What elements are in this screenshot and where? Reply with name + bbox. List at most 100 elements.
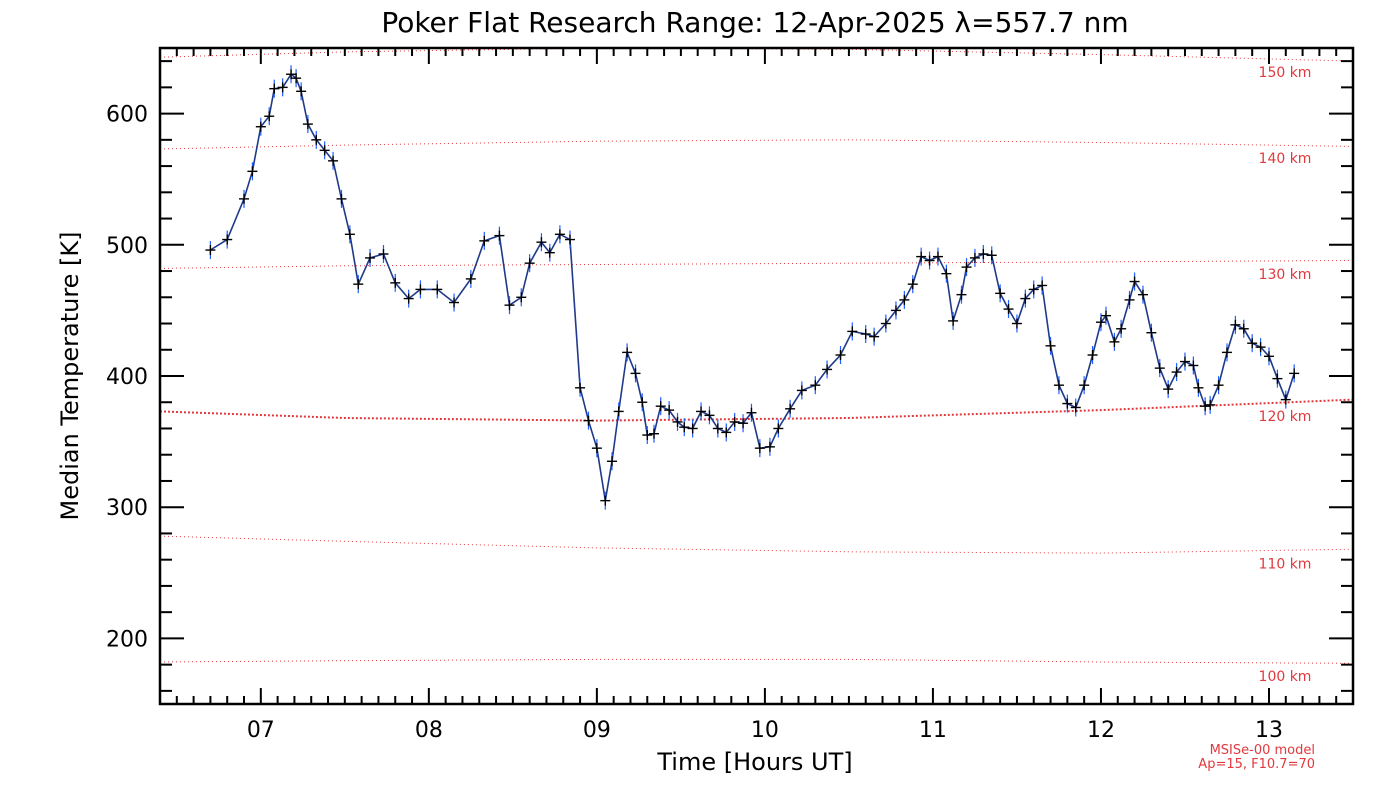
data-point [1272, 373, 1283, 384]
altitude-label: 120 km [1259, 409, 1312, 425]
chart-title: Poker Flat Research Range: 12-Apr-2025 λ… [381, 6, 1128, 39]
x-tick-label: 13 [1255, 718, 1283, 743]
data-point [1095, 317, 1106, 328]
data-point [961, 262, 972, 273]
data-point [255, 121, 266, 132]
data-point [378, 248, 389, 259]
data-point [712, 423, 723, 434]
data-point [995, 288, 1006, 299]
model-curve [160, 139, 1353, 150]
x-tick-label: 08 [415, 718, 443, 743]
data-point [516, 292, 527, 303]
data-point [664, 405, 675, 416]
data-point [613, 406, 624, 417]
data-point [869, 331, 880, 342]
data-point [907, 279, 918, 290]
data-point [1020, 293, 1031, 304]
y-axis-label: Median Temperature [K] [56, 231, 84, 520]
altitude-label: 100 km [1259, 669, 1312, 685]
data-point [655, 401, 666, 412]
data-point [1193, 382, 1204, 393]
data-point [630, 368, 641, 379]
model-curve [160, 260, 1353, 269]
data-point [554, 229, 565, 240]
data-point [924, 255, 935, 266]
data-point [932, 251, 943, 262]
data-point [302, 119, 313, 130]
altitude-label: 140 km [1259, 151, 1312, 167]
data-point [1087, 350, 1098, 361]
data-point [264, 111, 275, 122]
data-point [679, 422, 690, 433]
data-point [785, 403, 796, 414]
data-point [1070, 402, 1081, 413]
data-point [504, 300, 515, 311]
data-point [847, 326, 858, 337]
data-point [696, 406, 707, 417]
data-point [721, 427, 732, 438]
data-point [810, 380, 821, 391]
data-point [296, 86, 307, 97]
data-point [205, 245, 216, 256]
data-point [449, 297, 460, 308]
data-point [822, 364, 833, 375]
data-point [365, 252, 376, 263]
altitude-label: 110 km [1259, 556, 1312, 572]
x-tick-label: 07 [247, 718, 275, 743]
data-point [344, 229, 355, 240]
data-point [672, 416, 683, 427]
data-point [622, 347, 633, 358]
data-point [890, 305, 901, 316]
data-point [353, 279, 364, 290]
data-point [1045, 340, 1056, 351]
altitude-label: 150 km [1259, 65, 1312, 81]
data-point [1129, 276, 1140, 287]
data-point [1247, 338, 1258, 349]
data-point [328, 155, 339, 166]
data-point [687, 423, 698, 434]
data-point [1137, 289, 1148, 300]
data-point [948, 315, 959, 326]
data-point [1289, 368, 1300, 379]
model-curves [160, 48, 1353, 664]
data-point [311, 134, 322, 145]
data-point [479, 235, 490, 246]
data-point [1200, 401, 1211, 412]
data-point [835, 350, 846, 361]
y-tick-label: 200 [106, 627, 148, 652]
data-point [277, 82, 288, 93]
data-point [1037, 280, 1048, 291]
model-note-line1: MSISe-00 model [1210, 743, 1315, 758]
data-point [1171, 367, 1182, 378]
data-point [986, 250, 997, 261]
data-point [642, 430, 653, 441]
data-point [754, 443, 765, 454]
x-tick-label: 12 [1087, 718, 1115, 743]
data-point [591, 443, 602, 454]
x-tick-label: 11 [919, 718, 947, 743]
data-point [575, 382, 586, 393]
data-point [1188, 360, 1199, 371]
data-point [536, 237, 547, 248]
data-point [403, 293, 414, 304]
model-curve [160, 398, 1353, 422]
data-point [773, 423, 784, 434]
altitude-labels: 100 km 110 km 120 km 130 km 140 km 150 km [1259, 65, 1312, 685]
temperature-series [205, 65, 1300, 510]
data-point [1053, 380, 1064, 391]
model-curve [160, 535, 1353, 554]
data-point [415, 284, 426, 295]
data-point [1230, 319, 1241, 330]
x-tick-label: 10 [751, 718, 779, 743]
data-point [222, 234, 233, 245]
data-point [1205, 399, 1216, 410]
y-tick-label: 400 [106, 365, 148, 390]
data-point [494, 230, 505, 241]
data-point [564, 234, 575, 245]
y-tick-label: 600 [106, 103, 148, 128]
data-point [1100, 310, 1111, 321]
data-point [1179, 356, 1190, 367]
data-point [649, 428, 660, 439]
data-point [269, 83, 280, 94]
